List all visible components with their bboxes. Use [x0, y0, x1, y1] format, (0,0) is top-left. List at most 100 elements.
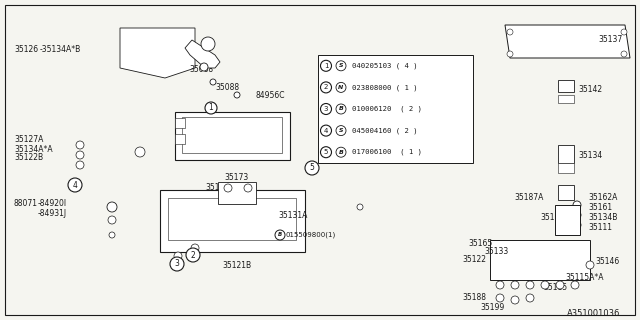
Circle shape	[76, 161, 84, 169]
Text: 023808000 ( 1 ): 023808000 ( 1 )	[352, 84, 418, 91]
Bar	[558, 163, 574, 173]
Text: 35121B: 35121B	[222, 260, 251, 269]
Text: 015509800(1): 015509800(1)	[285, 232, 335, 238]
Circle shape	[109, 232, 115, 238]
Circle shape	[541, 281, 549, 289]
Circle shape	[108, 216, 116, 224]
Text: 35188: 35188	[462, 292, 486, 301]
Circle shape	[507, 51, 513, 57]
Text: 35115: 35115	[543, 283, 567, 292]
Text: 35115A*B: 35115A*B	[205, 183, 243, 193]
Bar	[555, 205, 580, 235]
Text: -84931J: -84931J	[38, 209, 67, 218]
Text: 35088: 35088	[189, 66, 213, 75]
Circle shape	[234, 92, 240, 98]
Text: 88071: 88071	[14, 198, 38, 207]
Text: 1: 1	[209, 103, 213, 113]
Text: 35134: 35134	[578, 150, 602, 159]
Text: 5: 5	[310, 164, 314, 172]
Circle shape	[201, 37, 215, 51]
Circle shape	[621, 51, 627, 57]
Circle shape	[573, 211, 581, 219]
Text: 1: 1	[324, 63, 328, 69]
Circle shape	[321, 103, 332, 115]
Text: 4: 4	[324, 128, 328, 134]
Circle shape	[321, 82, 332, 93]
Text: 017006100  ( 1 ): 017006100 ( 1 )	[352, 149, 422, 156]
Circle shape	[511, 281, 519, 289]
Circle shape	[336, 61, 346, 71]
Circle shape	[507, 29, 513, 35]
Circle shape	[336, 126, 346, 136]
Text: 35131A: 35131A	[278, 211, 307, 220]
Text: 2: 2	[324, 84, 328, 90]
Text: 35187A: 35187A	[514, 194, 543, 203]
Text: A351001036: A351001036	[566, 308, 620, 317]
Bar	[558, 95, 574, 103]
Text: 010006120  ( 2 ): 010006120 ( 2 )	[352, 106, 422, 112]
Circle shape	[224, 184, 232, 192]
Circle shape	[174, 252, 182, 260]
Circle shape	[68, 178, 82, 192]
Text: -84920I: -84920I	[38, 198, 67, 207]
Circle shape	[200, 63, 208, 71]
Text: 35163: 35163	[540, 213, 564, 222]
Text: 35134B: 35134B	[588, 213, 618, 222]
Circle shape	[571, 281, 579, 289]
Polygon shape	[505, 25, 630, 58]
Circle shape	[621, 29, 627, 35]
Text: -35134A*B: -35134A*B	[40, 45, 81, 54]
Text: 35161: 35161	[588, 204, 612, 212]
Circle shape	[76, 151, 84, 159]
Text: 35122B: 35122B	[14, 154, 43, 163]
Text: 3: 3	[324, 106, 328, 112]
Circle shape	[526, 294, 534, 302]
Bar	[175, 134, 185, 144]
Text: 35111: 35111	[588, 223, 612, 233]
Text: S: S	[339, 128, 343, 133]
Circle shape	[205, 102, 217, 114]
Circle shape	[511, 296, 519, 304]
Circle shape	[170, 257, 184, 271]
Text: 4: 4	[72, 180, 77, 189]
Text: B: B	[339, 150, 344, 155]
Bar	[558, 145, 574, 163]
Circle shape	[573, 221, 581, 229]
Circle shape	[496, 281, 504, 289]
Bar	[168, 198, 296, 240]
Circle shape	[357, 204, 363, 210]
Text: 040205103 ( 4 ): 040205103 ( 4 )	[352, 62, 418, 69]
Bar	[160, 190, 305, 252]
Circle shape	[573, 201, 581, 209]
Circle shape	[586, 261, 594, 269]
Circle shape	[496, 294, 504, 302]
Circle shape	[336, 104, 346, 114]
Bar	[558, 80, 574, 92]
Text: 3: 3	[175, 260, 179, 268]
Text: N: N	[339, 85, 344, 90]
Bar	[175, 118, 185, 128]
Circle shape	[321, 147, 332, 158]
Text: 045004160 ( 2 ): 045004160 ( 2 )	[352, 127, 418, 134]
Bar	[175, 112, 290, 160]
Text: 35142: 35142	[578, 85, 602, 94]
Polygon shape	[185, 40, 220, 68]
Circle shape	[336, 82, 346, 92]
Text: 35122: 35122	[462, 255, 486, 265]
Bar	[182, 117, 282, 153]
Circle shape	[321, 60, 332, 71]
Text: 35165: 35165	[468, 238, 492, 247]
Bar	[318, 55, 473, 163]
Text: 35088: 35088	[215, 83, 239, 92]
Circle shape	[321, 125, 332, 136]
Circle shape	[135, 147, 145, 157]
Bar	[490, 240, 590, 280]
Polygon shape	[120, 28, 195, 78]
Bar	[558, 185, 574, 200]
Text: 35127A: 35127A	[14, 135, 44, 145]
Circle shape	[76, 141, 84, 149]
Text: 2: 2	[191, 251, 195, 260]
Circle shape	[186, 248, 200, 262]
Circle shape	[210, 79, 216, 85]
Text: S: S	[339, 63, 343, 68]
